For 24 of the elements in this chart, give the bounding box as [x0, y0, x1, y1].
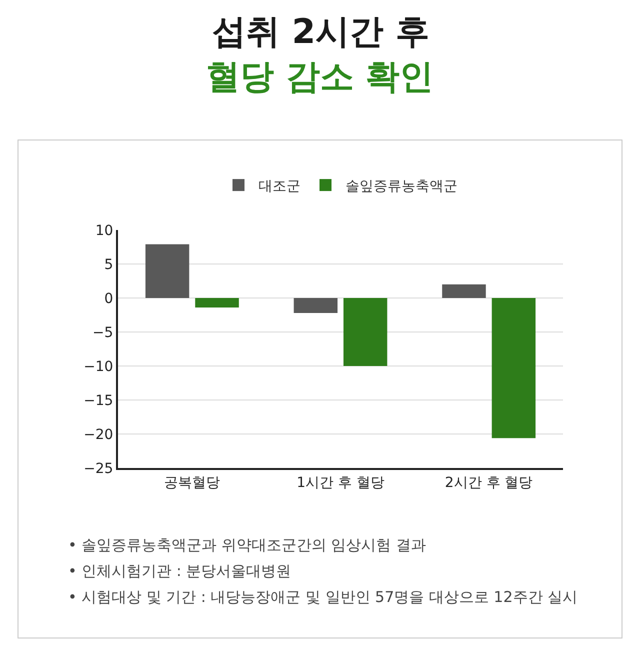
bar [145, 244, 190, 298]
text: • 시험대상 및 기간 : 내당능장애군 및 일반인 57명을 대상으로 12주간 실시 [68, 588, 578, 606]
legend-label: 대조군 [258, 178, 300, 194]
y-tick-label: −15 [84, 392, 114, 409]
text: • 솔잎증류농축액군과 위약대조군간의 임상시험 결과 [68, 536, 426, 554]
y-tick-label: −25 [84, 460, 114, 477]
y-tick-label: −20 [84, 426, 114, 443]
y-tick-label: −10 [84, 358, 114, 375]
legend-label: 솔잎증류농축액군 [346, 178, 458, 194]
bar [294, 298, 338, 313]
x-tick-label: 1시간 후 혈당 [296, 474, 384, 491]
x-tick-label: 공복혈당 [164, 474, 220, 491]
y-tick-label: 0 [104, 290, 114, 307]
x-tick-label: 2시간 후 혈당 [444, 474, 533, 491]
chart-title: 섭취 2시간 후 [212, 12, 430, 52]
text: • 인체시험기관 : 분당서울대병원 [68, 562, 292, 580]
y-tick-label: 5 [104, 256, 114, 273]
bar [343, 298, 388, 366]
bar [195, 298, 239, 308]
y-tick-label: −5 [92, 324, 114, 341]
bar [492, 298, 536, 438]
y-tick-label: 10 [95, 222, 114, 239]
chart-subtitle: 혈당 감소 확인 [206, 57, 434, 97]
bar [442, 284, 486, 298]
